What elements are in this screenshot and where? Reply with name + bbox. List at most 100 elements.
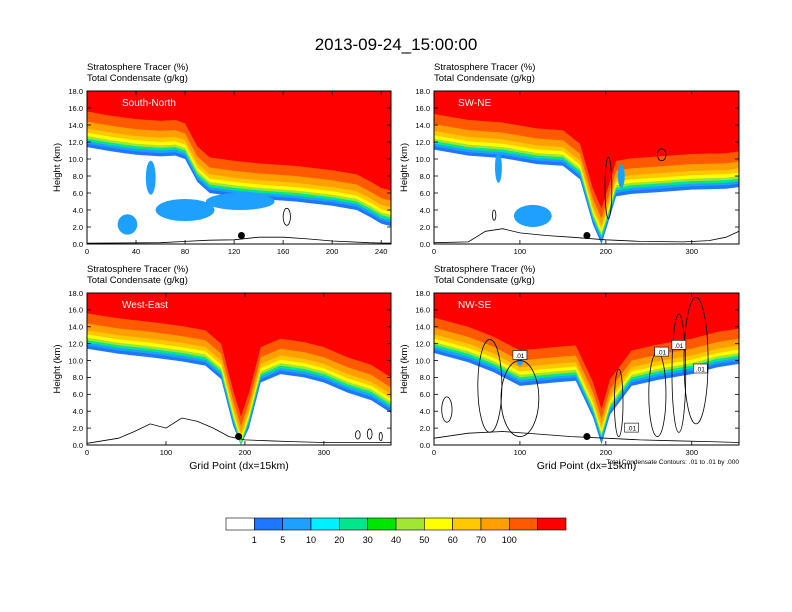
y-tick-label: 16.0 (68, 104, 83, 113)
tracer-band-max (87, 293, 391, 417)
x-tick-label: 40 (132, 247, 140, 256)
terrain-line (87, 417, 391, 444)
tracer-blob (145, 160, 156, 195)
x-tick-label: 200 (239, 448, 252, 457)
y-tick-label: 0.0 (73, 240, 83, 249)
variable-label-condensate: Total Condensate (g/kg) (434, 73, 535, 84)
variable-label-tracer: Stratosphere Tracer (%) (434, 62, 535, 73)
panel-west-east: Stratosphere Tracer (%)Total Condensate … (52, 264, 392, 472)
colorbar-swatch (367, 517, 397, 531)
tracer-blob (617, 164, 625, 188)
x-tick-label: 0 (432, 448, 436, 457)
condensate-contour (683, 296, 709, 425)
y-tick-label: 4.0 (73, 206, 83, 215)
plot-area: .01 .01 .01 .01 .01 (434, 293, 739, 445)
figure-title: 2013-09-24_15:00:00 (315, 35, 478, 54)
y-tick-label: 0.0 (420, 240, 430, 249)
panels: Stratosphere Tracer (%)Total Condensate … (52, 62, 740, 472)
y-axis-label: Height (km) (399, 344, 410, 393)
y-tick-label: 0.0 (73, 441, 83, 450)
tracer-blob (117, 214, 138, 235)
contour-label: .01 (696, 367, 705, 374)
condensate-contour (614, 368, 624, 437)
x-tick-label: 160 (277, 247, 290, 256)
colorbar-label: 40 (391, 535, 401, 545)
panel-south-north: Stratosphere Tracer (%)Total Condensate … (52, 62, 392, 256)
plot-frame (433, 292, 740, 446)
variable-label-tracer: Stratosphere Tracer (%) (87, 264, 188, 275)
x-tick-label: 120 (228, 247, 241, 256)
y-tick-label: 8.0 (420, 373, 430, 382)
contour-label: .01 (627, 426, 636, 433)
colorbar-label: 30 (363, 535, 373, 545)
y-tick-label: 6.0 (73, 390, 83, 399)
x-tick-label: 240 (375, 247, 388, 256)
plot-frame (86, 90, 392, 245)
y-tick-label: 12.0 (415, 339, 430, 348)
x-tick-label: 80 (181, 247, 189, 256)
location-dot (583, 433, 591, 441)
plot-frame (86, 292, 392, 446)
colorbar-label: 20 (334, 535, 344, 545)
x-tick-label: 100 (514, 247, 527, 256)
y-tick-label: 4.0 (73, 407, 83, 416)
x-tick-label: 200 (326, 247, 339, 256)
colorbar-swatch (254, 517, 283, 531)
y-tick-label: 18.0 (68, 289, 83, 298)
condensate-contour (366, 428, 373, 440)
x-tick-label: 100 (160, 448, 173, 457)
section-label: West-East (122, 300, 168, 311)
colorbar-swatch (338, 517, 368, 531)
colorbar-label: 60 (448, 535, 458, 545)
colorbar-swatch (310, 517, 340, 531)
plot-area (87, 293, 391, 445)
x-tick-label: 200 (600, 448, 613, 457)
y-tick-label: 8.0 (420, 172, 430, 181)
colorbar-swatch (395, 517, 425, 531)
plot-frame (433, 90, 740, 245)
y-tick-label: 10.0 (415, 155, 430, 164)
condensate-contour (441, 396, 453, 423)
condensate-contour (378, 431, 383, 442)
y-tick-label: 6.0 (420, 390, 430, 399)
y-tick-label: 4.0 (420, 206, 430, 215)
panel-nw-se: Stratosphere Tracer (%)Total Condensate … (399, 264, 740, 472)
y-tick-label: 8.0 (73, 373, 83, 382)
y-tick-label: 18.0 (415, 87, 430, 96)
y-axis-label: Height (km) (52, 344, 63, 393)
y-tick-label: 16.0 (415, 104, 430, 113)
contour-label-box (693, 363, 708, 374)
colorbar-swatch (480, 517, 510, 531)
tracer-blob (155, 198, 215, 222)
variable-label-condensate: Total Condensate (g/kg) (434, 275, 535, 286)
contour-note: Total Condensate Contours: .01 to .01 by… (606, 459, 739, 466)
terrain-line (87, 236, 391, 244)
y-tick-label: 6.0 (73, 189, 83, 198)
section-label: SW-NE (458, 98, 491, 109)
colorbar-swatch (225, 517, 255, 531)
y-tick-label: 10.0 (68, 356, 83, 365)
colorbar-swatch (537, 517, 567, 531)
y-axis-label: Height (km) (52, 143, 63, 192)
y-tick-label: 18.0 (415, 289, 430, 298)
condensate-contour (355, 430, 361, 440)
section-label: NW-SE (458, 300, 491, 311)
tracer-blob (513, 204, 552, 227)
y-tick-label: 10.0 (415, 356, 430, 365)
x-tick-label: 300 (318, 448, 331, 457)
tracer-band-max (87, 91, 391, 191)
colorbar-label: 1 (252, 535, 257, 545)
condensate-contour (492, 209, 497, 221)
y-axis-label: Height (km) (399, 143, 410, 192)
y-tick-label: 12.0 (68, 339, 83, 348)
tracer-band-max (434, 91, 739, 209)
y-tick-label: 2.0 (73, 424, 83, 433)
colorbar-swatch (282, 517, 312, 531)
location-dot (583, 232, 591, 239)
y-tick-label: 0.0 (420, 441, 430, 450)
contour-label: .01 (515, 353, 524, 360)
x-axis-label: Grid Point (dx=15km) (189, 460, 289, 472)
contour-label: .01 (674, 343, 683, 350)
terrain-line (434, 228, 739, 244)
colorbar-label: 5 (280, 535, 285, 545)
